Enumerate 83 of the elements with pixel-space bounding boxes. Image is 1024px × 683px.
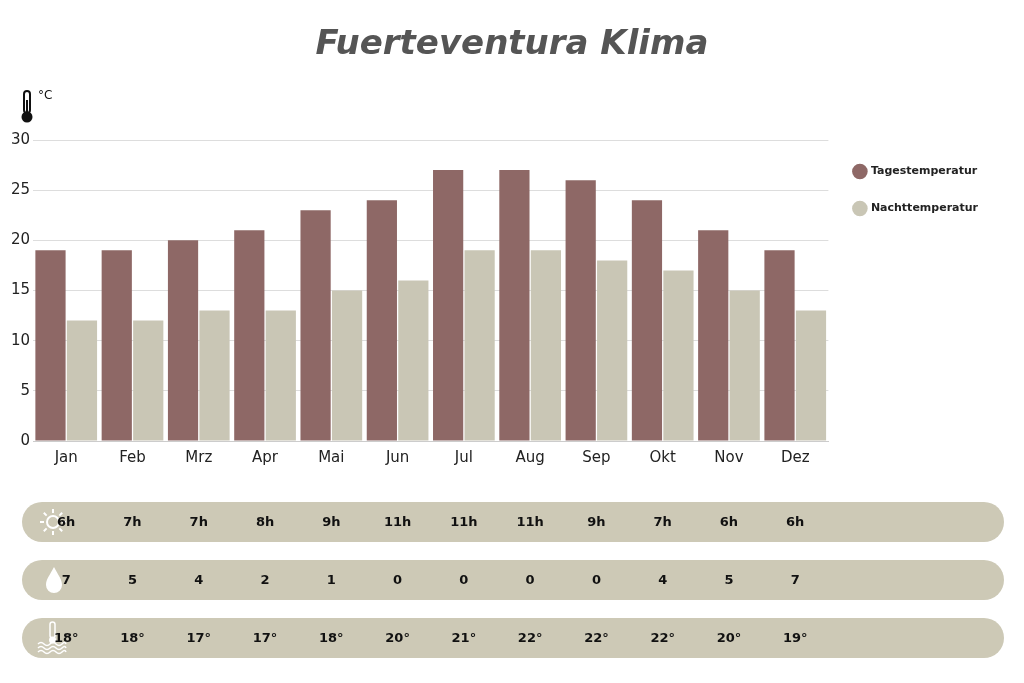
text: 22° [583,630,610,645]
x-tick-label: Nov [714,447,744,466]
y-tick-label: 15 [10,280,31,299]
bar [35,250,66,441]
legend-label: Nachttemperatur [870,201,979,215]
text: 9h [321,514,342,529]
y-tick-label: 20 [10,230,31,249]
bar [167,240,199,441]
bar [499,170,530,441]
y-tick-label: 5 [20,380,31,399]
bar [698,230,729,441]
x-tick-label: Sep [582,447,611,466]
bar [530,250,561,441]
text: 4 [193,572,205,587]
bar [464,250,495,441]
x-tick-label: Feb [119,447,146,466]
text: 18° [52,630,80,645]
text: 7h [652,514,673,529]
y-tick-label: 0 [20,430,31,449]
text: 9h [586,514,607,529]
bar [764,250,795,441]
text: 1 [325,572,337,587]
bar [597,260,628,441]
bar [300,210,331,441]
text: 17° [251,630,279,645]
bar [663,270,694,441]
bar [133,320,164,441]
x-tick-label: Jul [453,447,473,466]
text: 0 [524,572,536,587]
text: 6h [56,514,77,529]
bar [66,320,98,441]
text: 0 [392,572,404,587]
text: 8h [254,514,276,529]
text: 7h [188,514,209,529]
y-axis-title: °C [38,88,53,103]
bar [265,310,296,441]
bar [101,250,132,441]
bar [729,290,760,441]
x-tick-label: Aug [515,447,545,466]
text: 19° [781,630,809,645]
text: 6h [785,514,806,529]
text: 0 [590,572,602,587]
x-tick-label: Mai [318,447,345,466]
text: 20° [715,630,743,645]
bar [366,200,397,441]
text: 2 [259,572,271,587]
x-tick-label: Apr [252,447,279,466]
text: 4 [657,572,669,587]
x-tick-label: Jan [53,447,78,466]
text: 7 [789,572,801,587]
y-tick-label: 25 [10,180,31,199]
text: 18° [318,630,345,645]
text: 20° [384,630,411,645]
text: 6h [718,514,740,529]
x-tick-label: Jun [384,447,410,466]
bar [565,180,596,441]
text: 11h [449,514,479,529]
bar [331,290,363,441]
bar [795,310,827,441]
y-tick-label: 30 [10,129,31,148]
text: 17° [185,630,213,645]
x-tick-label: Okt [649,447,676,466]
text: 11h [515,514,545,529]
text: 11h [382,514,413,529]
text: 21° [450,630,478,645]
text: 18° [119,630,146,645]
y-tick-label: 10 [10,330,31,349]
x-tick-label: Mrz [185,447,213,466]
text: 22° [649,630,676,645]
chart-title: Fuerteventura Klima [314,22,710,62]
legend-label: Tagestemperatur [870,164,978,178]
bar [631,200,663,441]
text: 5 [126,572,138,587]
bar [398,280,429,441]
x-tick-label: Dez [780,447,810,466]
bar [433,170,464,441]
text: 7h [122,514,143,529]
bar [199,310,230,441]
text: 0 [458,572,470,587]
bar [234,230,265,441]
text: 7 [60,572,72,587]
text: 5 [723,572,735,587]
text: 22° [516,630,544,645]
